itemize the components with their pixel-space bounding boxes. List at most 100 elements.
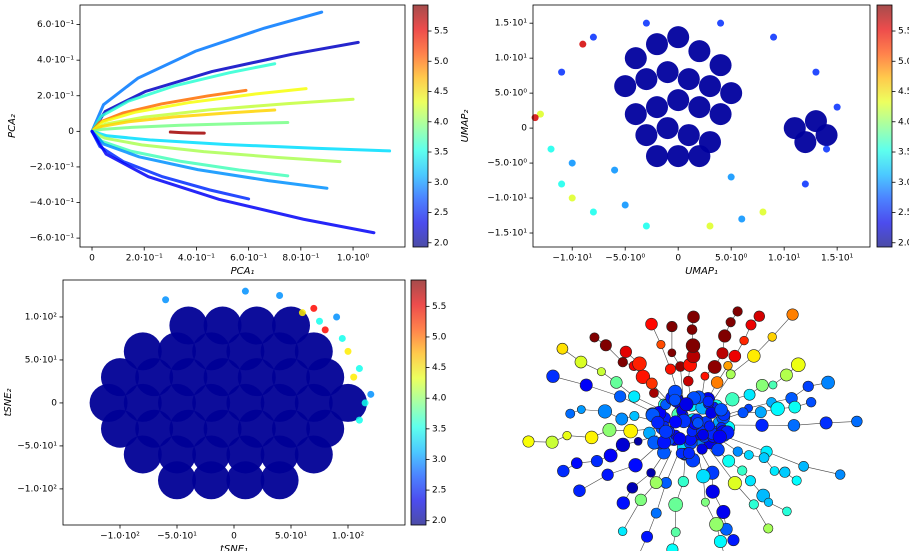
x-tick-label: 0 — [231, 532, 237, 542]
point — [558, 180, 566, 188]
point — [310, 304, 318, 312]
node — [615, 412, 629, 426]
node — [650, 507, 662, 519]
node — [835, 469, 846, 480]
x-tick-label: 8.0·10⁻¹ — [282, 254, 319, 264]
node — [767, 332, 777, 342]
node — [522, 435, 535, 448]
point — [355, 416, 363, 424]
point — [536, 110, 544, 118]
node — [696, 443, 708, 455]
y-axis-label: UMAP₂ — [460, 110, 471, 143]
node — [697, 429, 709, 441]
colorbar-tick-label: 5.5 — [898, 27, 909, 37]
node — [666, 543, 679, 551]
node — [546, 369, 560, 383]
point — [226, 461, 265, 500]
y-tick-label: 1.0·10² — [25, 312, 58, 322]
node — [645, 377, 658, 390]
x-tick-label: −5.0·10⁰ — [605, 254, 645, 264]
node — [632, 356, 647, 371]
node — [614, 390, 627, 403]
point — [642, 19, 650, 27]
point — [738, 215, 746, 223]
node — [584, 430, 599, 445]
point — [706, 222, 714, 230]
trajectory — [90, 62, 277, 133]
node — [739, 335, 749, 346]
node — [634, 493, 647, 506]
colorbar-tick-label: 5.0 — [434, 57, 449, 67]
point — [645, 96, 668, 119]
node — [679, 397, 694, 412]
y-tick-label: −6.0·10⁻¹ — [29, 234, 74, 244]
node — [707, 360, 722, 374]
colorbar-tick-label: 2.0 — [898, 238, 909, 248]
point — [656, 61, 679, 84]
colorbar — [410, 279, 427, 526]
point — [361, 399, 369, 407]
axes-frame — [79, 4, 406, 248]
y-tick-label: −5.0·10⁰ — [487, 159, 527, 169]
node — [727, 534, 740, 547]
nodes — [522, 306, 863, 551]
node — [603, 448, 618, 463]
node — [716, 504, 731, 519]
node — [687, 310, 700, 324]
point — [645, 33, 668, 56]
node — [646, 468, 656, 478]
node — [744, 475, 756, 487]
plot — [90, 10, 392, 235]
node — [633, 436, 643, 446]
node — [570, 457, 583, 469]
trajectory — [90, 10, 324, 133]
colorbar-tick-label: 3.5 — [434, 148, 448, 158]
colorbar-tick-label: 4.0 — [898, 117, 909, 127]
point — [350, 373, 358, 381]
point — [624, 47, 647, 70]
x-tick-label: 2.0·10⁻¹ — [126, 254, 163, 264]
x-axis-label: tSNE₁ — [220, 544, 248, 551]
node — [619, 345, 632, 358]
point — [801, 180, 809, 188]
node — [685, 338, 701, 353]
colorbar-tick-label: 5.5 — [432, 302, 446, 312]
node — [743, 450, 754, 460]
network-graph — [522, 306, 863, 551]
x-tick-label: −1.0·10¹ — [552, 254, 592, 264]
axes-frame — [532, 4, 871, 248]
node — [702, 395, 714, 407]
node — [656, 339, 666, 350]
node — [723, 361, 733, 371]
plot — [531, 19, 841, 230]
node — [819, 416, 833, 430]
point — [276, 291, 284, 299]
point — [667, 26, 690, 49]
node — [755, 418, 769, 432]
node — [737, 465, 748, 476]
point — [192, 461, 231, 500]
x-tick-label: 4.0·10⁻¹ — [178, 254, 215, 264]
node — [599, 339, 612, 352]
point — [123, 435, 162, 474]
node — [615, 437, 630, 452]
node — [704, 420, 715, 432]
node — [602, 423, 617, 437]
node — [623, 423, 638, 439]
point — [355, 365, 363, 373]
node — [677, 475, 689, 488]
node — [692, 417, 704, 429]
node — [616, 496, 630, 510]
node — [716, 347, 729, 360]
node — [709, 517, 724, 532]
node — [712, 429, 727, 444]
node — [754, 406, 767, 419]
colorbar-tick-label: 3.0 — [434, 178, 449, 188]
node — [725, 392, 740, 407]
point — [815, 124, 838, 147]
node — [802, 380, 814, 392]
point — [321, 326, 329, 334]
node — [798, 461, 809, 472]
node — [629, 410, 640, 421]
node — [805, 397, 817, 408]
